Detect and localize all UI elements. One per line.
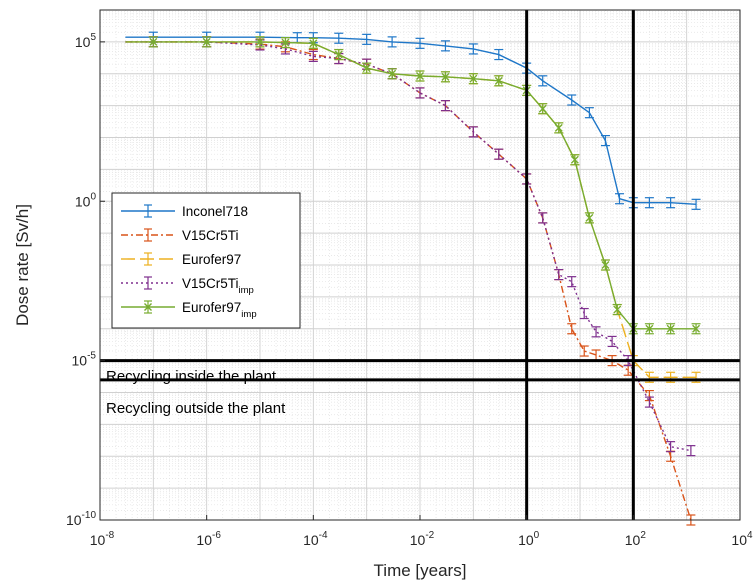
series-eurofer97-imp-marker [309, 39, 318, 48]
series-eurofer97-imp-marker [362, 64, 371, 73]
legend-label-name: V15Cr5Ti [182, 228, 239, 243]
x-tick-label: 10-8 [90, 530, 115, 548]
tick-base: 10 [72, 353, 88, 369]
legend-label-subscript: imp [241, 309, 256, 320]
legend-item-eurofer97-imp: Eurofer97imp [121, 300, 257, 320]
tick-exponent: 4 [747, 530, 753, 541]
tick-exponent: -2 [425, 530, 434, 541]
series-eurofer97-imp-marker [469, 74, 478, 83]
y-axis-label: Dose rate [Sv/h] [13, 204, 32, 326]
tick-base: 10 [75, 193, 91, 209]
tick-exponent: -5 [87, 351, 96, 362]
series-eurofer97-imp-marker [202, 37, 211, 46]
legend-label: Eurofer97 [182, 252, 241, 267]
threshold-lines [100, 10, 740, 520]
legend-label: V15Cr5Tiimp [182, 276, 254, 296]
tick-base: 10 [410, 532, 426, 548]
legend-label-name: Inconel718 [182, 204, 248, 219]
legend-label-name: Eurofer97 [182, 252, 241, 267]
tick-base: 10 [303, 532, 319, 548]
x-tick-label: 10-6 [196, 530, 221, 548]
tick-exponent: 0 [534, 530, 540, 541]
y-tick-label: 105 [75, 32, 97, 50]
recycling-outside-label: Recycling outside the plant [106, 400, 286, 417]
x-tick-label: 100 [518, 530, 540, 548]
tick-exponent: -4 [319, 530, 328, 541]
tick-exponent: 5 [90, 32, 96, 43]
legend: Inconel718V15Cr5TiEurofer97V15Cr5TiimpEu… [111, 192, 301, 329]
legend-label-subscript: imp [239, 285, 254, 296]
legend-item-eurofer97: Eurofer97 [121, 252, 241, 267]
series-eurofer97-imp-marker [601, 261, 610, 269]
legend-label: Inconel718 [182, 204, 248, 219]
series-eurofer97-imp-marker [538, 104, 547, 113]
series-eurofer97-imp-marker [613, 305, 622, 314]
series-eurofer97-imp-marker [416, 72, 424, 80]
series-eurofer97-imp-marker [441, 72, 450, 81]
legend-item-inconel718: Inconel718 [121, 204, 248, 219]
x-tick-label: 102 [625, 530, 647, 548]
series-eurofer97-imp-marker [692, 324, 701, 333]
legend-marker [144, 303, 152, 311]
tick-base: 10 [731, 532, 747, 548]
legend-item-v15cr5ti: V15Cr5Ti [121, 228, 239, 243]
legend-box [111, 192, 301, 329]
tick-base: 10 [518, 532, 534, 548]
series-eurofer97-imp-marker [149, 37, 158, 46]
recycling-inside-label: Recycling inside the plant [106, 368, 277, 385]
legend-label: V15Cr5Ti [182, 228, 239, 243]
x-tick-label: 104 [731, 530, 753, 548]
legend-item-v15cr5ti-imp: V15Cr5Tiimp [121, 276, 254, 296]
legend-label-name: V15Cr5Ti [182, 276, 239, 291]
series-eurofer97-imp-marker [256, 37, 264, 46]
x-tick-label: 10-2 [410, 530, 435, 548]
series-eurofer97-imp-marker [494, 76, 503, 85]
series-eurofer97-imp-marker [585, 213, 594, 222]
series-eurofer97-imp-marker [388, 69, 397, 78]
x-axis-label: Time [years] [374, 561, 467, 580]
series-eurofer97-imp-marker [334, 50, 343, 59]
legend-label-name: Eurofer97 [182, 300, 241, 315]
tick-base: 10 [66, 512, 82, 528]
tick-base: 10 [75, 34, 91, 50]
tick-exponent: 2 [640, 530, 646, 541]
y-tick-label: 10-10 [66, 510, 96, 528]
legend-label: Eurofer97imp [182, 300, 257, 320]
y-tick-label: 100 [75, 191, 97, 209]
tick-base: 10 [196, 532, 212, 548]
x-axis-ticks: 10-8 10-6 10-4 10-2 100 102 104 [90, 515, 753, 548]
y-tick-label: 10-5 [72, 351, 97, 369]
series-v15cr5ti-line [125, 41, 692, 521]
series-eurofer97-imp-marker [645, 324, 654, 333]
series-eurofer97-imp-marker [666, 324, 675, 333]
tick-exponent: -10 [82, 510, 97, 521]
tick-base: 10 [625, 532, 641, 548]
x-tick-label: 10-4 [303, 530, 328, 548]
tick-exponent: 0 [90, 191, 96, 202]
tick-exponent: -6 [212, 530, 221, 541]
series-eurofer97-imp-marker [570, 155, 579, 164]
series-eurofer97-imp [125, 36, 701, 335]
series-eurofer97-imp-marker [281, 38, 290, 47]
tick-exponent: -8 [105, 530, 114, 541]
series-v15cr5ti-imp-line [125, 41, 692, 452]
series-eurofer97-imp-marker [554, 123, 563, 132]
tick-base: 10 [90, 532, 106, 548]
